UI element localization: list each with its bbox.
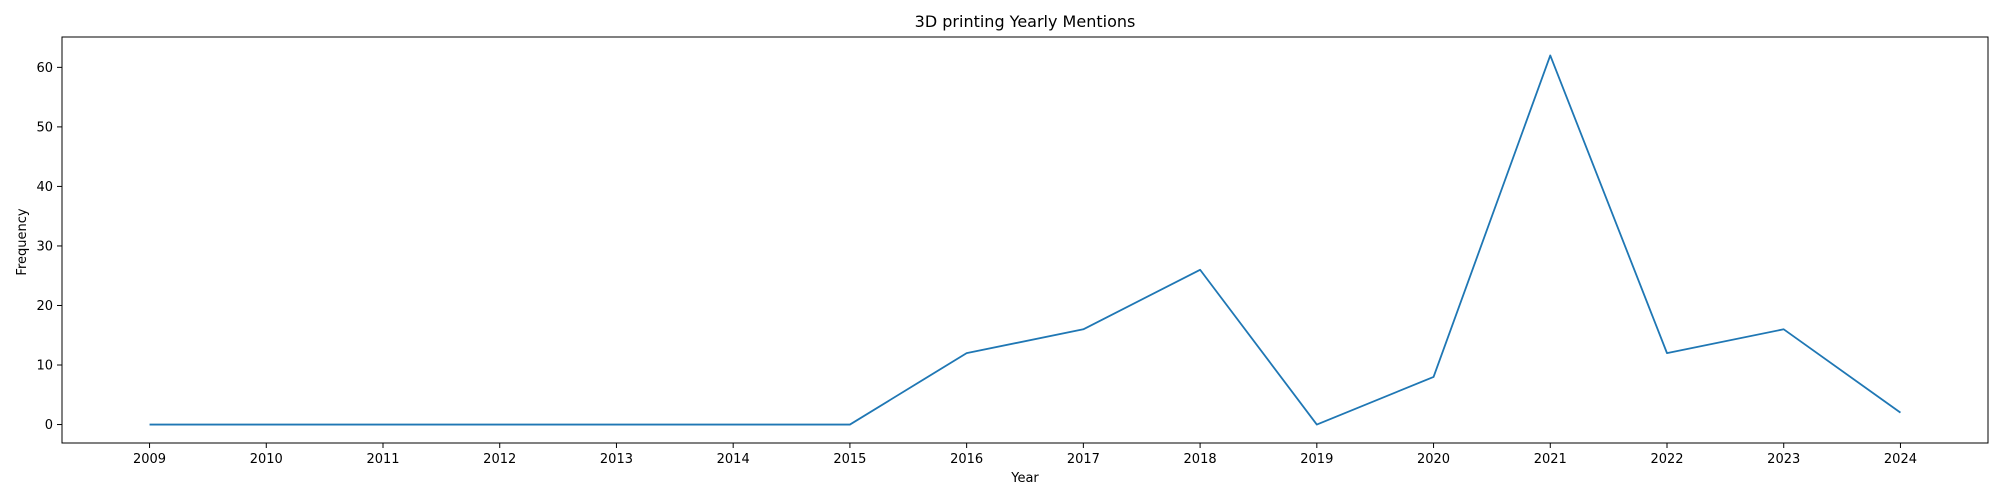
x-tick-label: 2013 (600, 452, 633, 467)
y-tick-label: 20 (36, 299, 53, 314)
x-tick-label: 2012 (483, 452, 516, 467)
y-tick-label: 10 (36, 359, 53, 374)
x-tick-label: 2022 (1650, 452, 1683, 467)
x-tick-label: 2024 (1884, 452, 1917, 467)
x-tick-label: 2011 (366, 452, 399, 467)
y-axis-label: Frequency (15, 208, 30, 275)
x-tick-label: 2014 (717, 452, 750, 467)
axes-frame (62, 37, 1988, 443)
x-tick-label: 2023 (1767, 452, 1800, 467)
y-tick-label: 0 (45, 418, 53, 433)
y-tick-label: 50 (36, 120, 53, 135)
x-tick-label: 2020 (1417, 452, 1450, 467)
y-tick-label: 40 (36, 180, 53, 195)
x-tick-label: 2016 (950, 452, 983, 467)
series-line (150, 55, 1901, 424)
x-tick-label: 2019 (1300, 452, 1333, 467)
chart-title: 3D printing Yearly Mentions (915, 12, 1136, 31)
x-tick-label: 2021 (1534, 452, 1567, 467)
y-tick-label: 30 (36, 239, 53, 254)
x-tick-label: 2018 (1184, 452, 1217, 467)
x-tick-label: 2015 (833, 452, 866, 467)
y-tick-label: 60 (36, 61, 53, 76)
x-tick-label: 2009 (133, 452, 166, 467)
x-axis-label: Year (1010, 471, 1039, 486)
x-tick-label: 2010 (250, 452, 283, 467)
x-tick-label: 2017 (1067, 452, 1100, 467)
